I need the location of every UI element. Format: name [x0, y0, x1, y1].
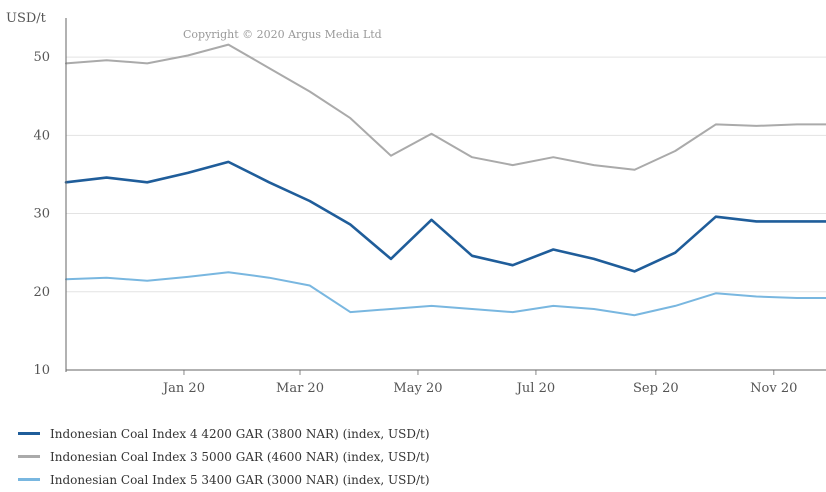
grid-lines [66, 56, 826, 293]
legend-swatch [18, 455, 40, 458]
x-tick-label: Jan 20 [161, 381, 205, 396]
legend-swatch [18, 478, 40, 481]
y-axis-unit-label: USD/t [6, 11, 47, 26]
legend-label: Indonesian Coal Index 5 3400 GAR (3000 N… [50, 472, 430, 487]
y-tick-label: 30 [33, 207, 50, 222]
legend-item: Indonesian Coal Index 4 4200 GAR (3800 N… [18, 422, 430, 445]
chart-legend: Indonesian Coal Index 4 4200 GAR (3800 N… [18, 422, 430, 491]
y-tick-label: 10 [33, 363, 50, 378]
y-axis-ticks: 10 20 30 40 50 [33, 50, 50, 378]
legend-label: Indonesian Coal Index 4 4200 GAR (3800 N… [50, 426, 430, 441]
x-tick-label: May 20 [393, 381, 442, 396]
legend-item: Indonesian Coal Index 3 5000 GAR (4600 N… [18, 445, 430, 468]
series-line [64, 160, 826, 273]
y-tick-label: 20 [33, 285, 50, 300]
y-tick-label: 50 [33, 50, 50, 65]
series-lines [64, 43, 826, 317]
y-tick-label: 40 [33, 128, 50, 143]
x-tick-label: Mar 20 [276, 381, 324, 396]
copyright-notice: Copyright © 2020 Argus Media Ltd [183, 28, 382, 41]
x-tick-label: Sep 20 [633, 381, 679, 396]
x-axis-ticks: Jan 20 Mar 20 May 20 Jul 20 Sep 20 Nov 20 [161, 370, 797, 396]
series-line [65, 43, 826, 171]
line-chart: USD/t Copyright © 2020 Argus Media Ltd 1… [6, 11, 826, 396]
series-line [65, 271, 826, 317]
legend-label: Indonesian Coal Index 3 5000 GAR (4600 N… [50, 449, 430, 464]
x-tick-label: Jul 20 [515, 381, 555, 396]
legend-item: Indonesian Coal Index 5 3400 GAR (3000 N… [18, 468, 430, 491]
legend-swatch [18, 432, 40, 435]
x-tick-label: Nov 20 [750, 381, 797, 396]
